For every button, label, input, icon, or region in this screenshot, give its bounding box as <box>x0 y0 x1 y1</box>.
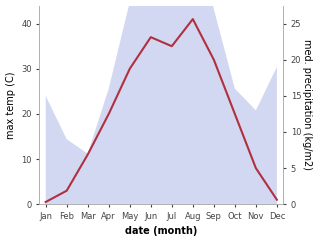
Y-axis label: max temp (C): max temp (C) <box>5 71 16 139</box>
Y-axis label: med. precipitation (kg/m2): med. precipitation (kg/m2) <box>302 39 313 170</box>
X-axis label: date (month): date (month) <box>125 227 197 236</box>
